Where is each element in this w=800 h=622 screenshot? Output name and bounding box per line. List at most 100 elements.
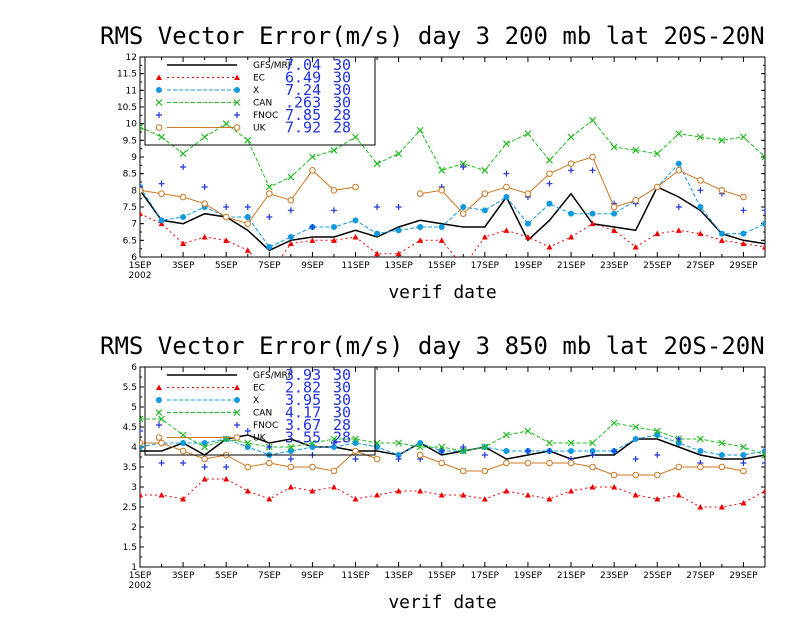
series-can-point — [481, 443, 489, 451]
y-tick-label: 8 — [131, 186, 137, 196]
series-uk-point — [481, 467, 489, 475]
series-ec-point — [438, 492, 445, 498]
series-x-line — [140, 434, 765, 456]
legend-x-count: 30 — [333, 391, 351, 409]
series-can-point — [761, 451, 765, 459]
series-can-point — [158, 133, 165, 141]
legend-x-name: X — [253, 86, 259, 96]
legend-uk-mean: 7.92 — [285, 119, 321, 137]
series-uk-point — [675, 463, 683, 471]
series-can-point — [244, 439, 252, 447]
series-can-point — [696, 435, 704, 443]
x-tick-label: 3SEP — [172, 261, 195, 271]
chart-title: RMS Vector Error(m/s) day 3 850 mb lat 2… — [100, 332, 765, 360]
series-ec-point — [546, 496, 553, 502]
series-fnoc-point — [654, 452, 661, 458]
legend-ec-count: 30 — [333, 69, 351, 87]
series-x-point — [546, 200, 553, 207]
series-fnoc-point — [546, 180, 553, 187]
series-fnoc-point — [675, 204, 682, 210]
x-tick-label: 29SEP — [729, 571, 758, 581]
series-uk-line — [140, 442, 744, 476]
legend-can-name: CAN — [253, 409, 272, 419]
y-tick-label: 10 — [126, 120, 138, 130]
series-uk-point — [244, 463, 252, 471]
series-ec-point — [460, 264, 466, 270]
series-can-point — [740, 443, 747, 451]
series-uk-point — [546, 170, 553, 177]
series-uk-point — [244, 220, 252, 227]
series-fnoc-point — [395, 456, 402, 462]
y-tick-label: 10.5 — [117, 103, 137, 113]
series-ec-point — [632, 492, 639, 498]
y-tick-label: 6 — [131, 363, 137, 373]
series-x-point — [330, 444, 337, 450]
series-x-point — [395, 227, 402, 234]
series-fnoc — [140, 428, 765, 470]
series-fnoc-point — [524, 448, 531, 454]
series-x-point — [244, 444, 251, 450]
series-x-point — [266, 244, 273, 250]
y-tick-label: 5.5 — [123, 383, 137, 393]
legend-fnoc-point — [156, 422, 162, 428]
series-can-point — [524, 130, 532, 138]
series-fnoc-point — [740, 207, 747, 214]
series-uk-point — [222, 213, 230, 221]
series-fnoc-point — [180, 164, 187, 170]
legend-x-name: X — [253, 396, 259, 406]
legend-ec-point — [234, 384, 240, 390]
legend-x-point — [234, 397, 240, 403]
legend-fnoc-point — [156, 112, 162, 118]
legend-x-point — [156, 397, 162, 403]
series-fnoc-point — [352, 456, 359, 462]
series-ec-point — [524, 234, 531, 240]
series-fnoc-point — [568, 167, 575, 174]
plot-frame — [139, 56, 766, 258]
series-x-point — [568, 448, 575, 454]
series-fnoc-point — [762, 207, 765, 214]
series-can-point — [610, 419, 618, 427]
y-tick-label: 2 — [131, 523, 137, 533]
series-can-point — [308, 153, 316, 161]
series-can-point — [330, 146, 338, 154]
series-x-point — [589, 210, 596, 217]
series-ec-point — [632, 244, 639, 250]
series-can-point — [140, 415, 144, 423]
y-tick-label: 9.5 — [123, 136, 137, 146]
series-x-point — [417, 440, 424, 446]
legend-can-name: CAN — [253, 99, 272, 109]
series-ec-point — [374, 492, 381, 498]
x-tick-label: 25SEP — [643, 261, 672, 271]
series-ec-point — [395, 488, 402, 494]
series-ec-point — [223, 476, 230, 482]
series-x-point — [718, 230, 725, 237]
y-tick-label: 5 — [131, 403, 137, 413]
series-can-point — [546, 439, 553, 447]
y-tick-label: 7 — [131, 220, 137, 230]
series-can-point — [502, 140, 510, 148]
y-tick-label: 6 — [131, 253, 137, 263]
legend-fnoc-name: FNOC — [253, 111, 278, 121]
legend-x-mean: 7.24 — [285, 81, 321, 99]
series-ec-point — [309, 488, 316, 494]
series-uk-point — [438, 187, 446, 194]
series-uk-point — [201, 455, 208, 463]
series-ec-point — [718, 237, 725, 243]
series-uk-point — [158, 439, 165, 447]
series-uk-point — [740, 193, 747, 201]
legend-can-count: 30 — [333, 404, 351, 422]
series-ec-point — [503, 488, 510, 494]
legend-gfs-mrf-count: 30 — [333, 56, 351, 74]
chart-title: RMS Vector Error(m/s) day 3 200 mb lat 2… — [100, 22, 765, 50]
x-tick-label: 19SEP — [514, 261, 543, 271]
series-ec-point — [481, 496, 488, 502]
series-can-point — [567, 439, 575, 447]
series-can-line — [140, 418, 765, 456]
series-uk-point — [158, 190, 165, 197]
series-fnoc-point — [460, 444, 467, 450]
plot-area — [140, 415, 765, 510]
legend-fnoc-point — [234, 112, 240, 118]
series-ec-point — [589, 220, 596, 227]
